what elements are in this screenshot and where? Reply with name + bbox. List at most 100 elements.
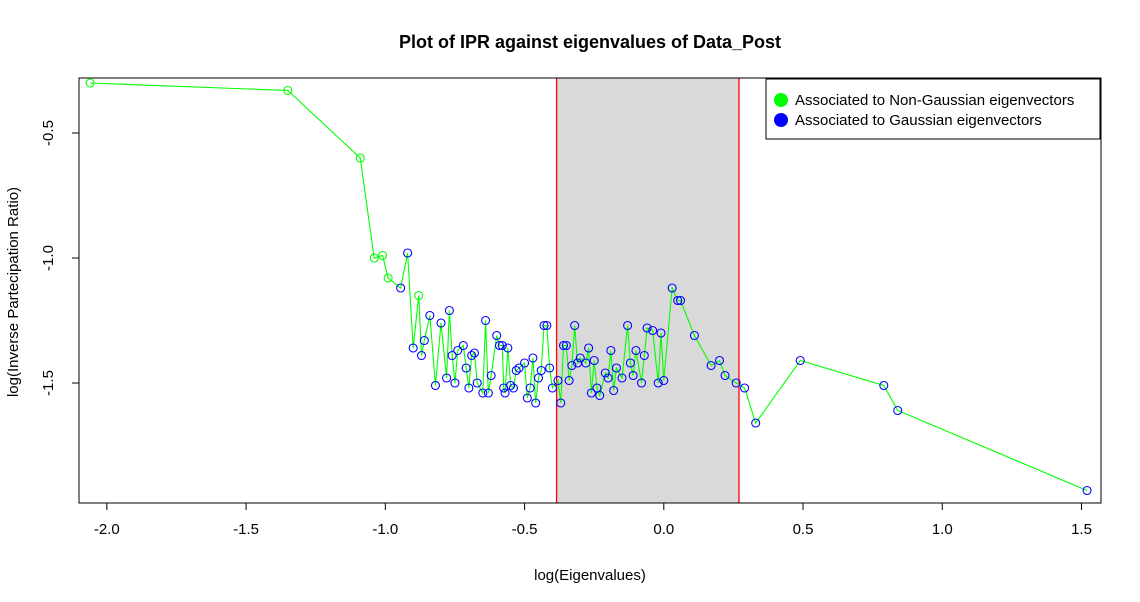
gaussian-point-24 (494, 340, 505, 351)
ipr-series-line (90, 82, 1088, 492)
gaussian-point-53 (581, 358, 591, 368)
gaussian-point-23 (492, 330, 502, 341)
gaussian-point-40 (539, 320, 549, 331)
gaussian-point-63 (611, 363, 622, 373)
gaussian-point-22 (486, 370, 496, 381)
gaussian-point-81 (714, 355, 725, 366)
gaussian-point-13 (458, 340, 468, 351)
gaussian-point-0 (396, 283, 406, 293)
gaussian-point-32 (514, 363, 524, 373)
gaussian-point-6 (430, 380, 440, 391)
gaussian-point-89 (1082, 485, 1092, 496)
non-gaussian-point-0 (85, 78, 95, 88)
gaussian-point-18 (472, 378, 482, 388)
non-gaussian-point-1 (283, 85, 293, 96)
gaussian-point-34 (522, 393, 532, 403)
gaussian-point-29 (506, 380, 516, 391)
gaussian-point-39 (536, 365, 546, 376)
gaussian-point-56 (589, 355, 599, 366)
chart-title: Plot of IPR against eigenvalues of Data_… (399, 32, 781, 52)
ipr-points (85, 78, 1092, 496)
gaussian-point-1 (403, 248, 413, 258)
gaussian-point-83 (731, 378, 741, 388)
gaussian-point-58 (595, 390, 605, 401)
gaussian-point-27 (500, 388, 510, 398)
gaussian-point-12 (453, 345, 463, 356)
legend-box (765, 78, 1101, 140)
gaussian-point-14 (461, 363, 471, 373)
y-axis: -1.5 -1.0 -0.5 (40, 120, 80, 396)
gaussian-band (555, 78, 740, 503)
gaussian-point-85 (751, 418, 761, 428)
y-tick-label-1: -1.0 (40, 245, 57, 271)
gaussian-point-10 (447, 350, 457, 361)
x-tick-label-6: 1.0 (932, 521, 953, 538)
x-tick-label-2: -1.0 (372, 521, 398, 538)
gaussian-point-17 (469, 348, 479, 358)
legend-label-non-gaussian: Associated to Non-Gaussian eigenvectors (795, 92, 1074, 109)
gaussian-point-62 (609, 385, 619, 396)
gaussian-point-36 (528, 353, 538, 363)
gaussian-point-82 (720, 370, 730, 381)
gaussian-point-44 (553, 375, 563, 386)
non-gaussian-point-3 (369, 253, 379, 263)
gaussian-point-86 (795, 355, 805, 366)
gaussian-point-19 (478, 388, 488, 398)
gaussian-point-71 (642, 323, 652, 333)
gaussian-point-69 (636, 378, 647, 388)
gaussian-point-60 (603, 373, 613, 383)
gaussian-point-87 (879, 380, 889, 391)
gaussian-point-8 (442, 373, 452, 383)
non-gaussian-point-2 (355, 153, 365, 163)
gaussian-point-54 (584, 343, 594, 353)
non-gaussian-point-5 (383, 273, 393, 283)
gaussian-point-48 (564, 375, 574, 386)
gaussian-point-84 (740, 383, 750, 393)
gaussian-point-61 (606, 345, 616, 356)
gaussian-point-42 (545, 363, 555, 373)
gaussian-point-72 (648, 325, 658, 336)
gaussian-point-49 (567, 360, 577, 371)
x-tick-label-3: -0.5 (512, 521, 538, 538)
gaussian-point-78 (675, 295, 686, 306)
legend: Associated to Non-Gaussian eigenvectors … (765, 78, 1101, 140)
gaussian-point-59 (600, 368, 610, 378)
ipr-line (90, 82, 1088, 492)
gaussian-point-66 (625, 358, 635, 368)
gaussian-point-75 (659, 375, 669, 386)
gaussian-point-41 (542, 320, 552, 331)
gaussian-point-76 (667, 283, 677, 293)
x-tick-label-1: -1.5 (233, 521, 259, 538)
gaussian-point-3 (416, 350, 427, 361)
non-gaussian-point-4 (377, 250, 388, 261)
legend-swatch-gaussian (774, 113, 788, 127)
gaussian-point-80 (706, 360, 716, 371)
gaussian-point-68 (631, 345, 641, 356)
gaussian-point-37 (531, 398, 541, 408)
gaussian-point-7 (436, 318, 446, 328)
x-tick-label-7: 1.5 (1071, 521, 1092, 538)
gaussian-point-25 (497, 340, 507, 351)
gaussian-point-21 (483, 388, 493, 398)
gaussian-point-79 (689, 330, 699, 341)
gaussian-point-45 (556, 398, 566, 408)
gaussian-point-5 (425, 310, 435, 321)
gaussian-point-11 (450, 378, 460, 388)
legend-label-gaussian: Associated to Gaussian eigenvectors (795, 112, 1042, 129)
gaussian-point-4 (419, 335, 429, 346)
gaussian-point-55 (586, 388, 596, 398)
y-tick-label-0: -1.5 (40, 370, 57, 396)
gaussian-point-46 (558, 340, 569, 351)
gaussian-point-35 (525, 383, 535, 393)
x-tick-label-5: 0.5 (793, 521, 814, 538)
gaussian-point-77 (673, 295, 683, 306)
x-axis-label: log(Eigenvalues) (534, 567, 646, 584)
x-tick-label-4: 0.0 (653, 521, 674, 538)
gaussian-point-47 (561, 340, 571, 351)
legend-swatch-non-gaussian (774, 93, 788, 107)
gaussian-point-88 (893, 405, 903, 416)
gaussian-point-28 (503, 343, 513, 353)
gaussian-point-20 (481, 315, 491, 326)
x-tick-label-0: -2.0 (94, 521, 120, 538)
